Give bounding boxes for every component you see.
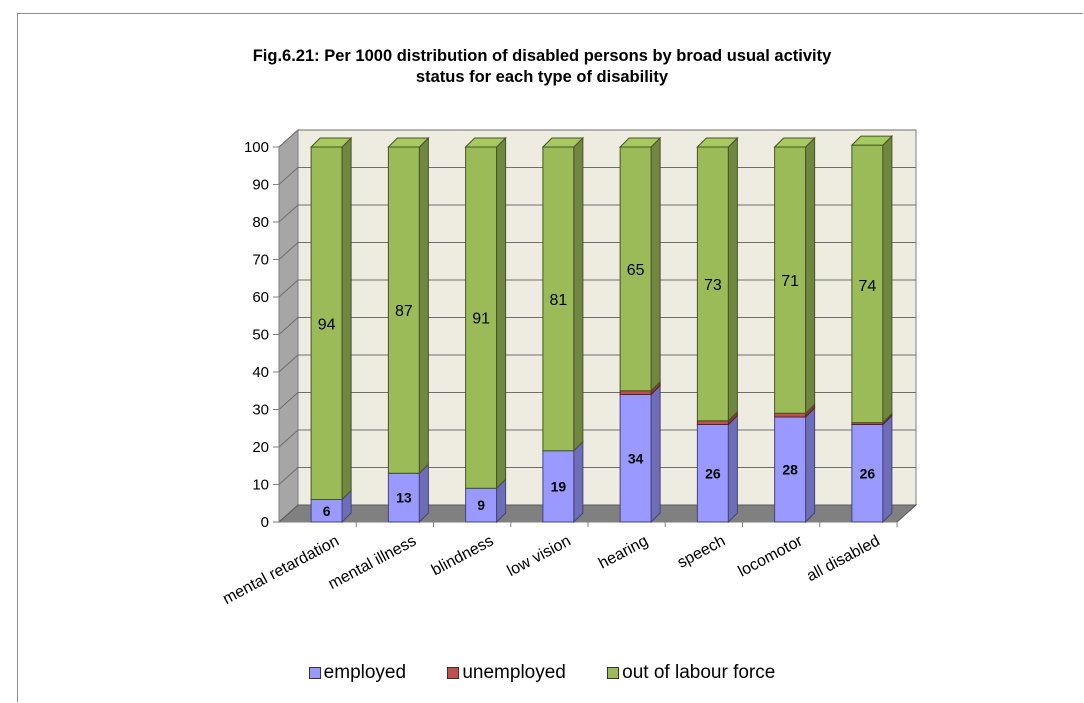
bar-side-employed [418, 463, 429, 524]
data-label-employed: 34 [628, 450, 644, 466]
legend-swatch-employed [308, 667, 321, 679]
bar-5: 26 73 [696, 136, 739, 524]
bar-1: 13 87 [387, 136, 430, 524]
legend-swatch-out-of-labour-force [607, 667, 620, 679]
plot-floor [277, 504, 918, 523]
stacked-bar-chart: 0102030405060708090100694138799119813465… [220, 128, 918, 609]
legend-swatch-unemployed [447, 667, 460, 679]
bar-segment-employed [619, 394, 652, 523]
legend: employed unemployed out of labour force [0, 662, 1084, 685]
x-category-label: hearing [596, 533, 651, 573]
bar-top-cap [387, 137, 430, 148]
x-category-label: blindness [429, 533, 497, 580]
bar-side-out-of-labour-force [805, 136, 816, 415]
bar-7: 26 74 [850, 134, 894, 524]
data-label-employed: 13 [396, 490, 412, 506]
data-label-out-of-labour-force: 87 [395, 303, 413, 320]
legend-label-out-of-labour-force: out of labour force [622, 662, 776, 683]
bar-0: 6 94 [309, 136, 353, 524]
x-category-label: speech [675, 533, 729, 572]
bar-2: 9 91 [464, 136, 507, 524]
x-category-label: all disabled [804, 533, 883, 586]
data-label-out-of-labour-force: 65 [627, 262, 645, 279]
y-tick-label: 10 [252, 477, 269, 494]
y-tick-label: 20 [252, 439, 269, 456]
bar-side-out-of-labour-force [650, 136, 661, 392]
bar-side-out-of-labour-force [496, 136, 507, 490]
y-tick-label: 80 [252, 214, 269, 231]
bar-segment-out-of-labour-force [774, 146, 807, 414]
data-label-out-of-labour-force: 91 [472, 311, 490, 328]
bar-top-cap [773, 137, 816, 148]
bar-side-employed [573, 440, 584, 524]
legend-item-out-of-labour-force: out of labour force [607, 662, 775, 684]
data-label-employed: 9 [477, 497, 485, 513]
data-label-out-of-labour-force: 73 [704, 277, 722, 294]
x-category-label: mental retardation [220, 533, 342, 609]
bar-top-cap [309, 137, 353, 148]
chart-title: Fig.6.21: Per 1000 distribution of disab… [0, 46, 1084, 88]
y-tick-label: 30 [252, 402, 269, 419]
legend-label-unemployed: unemployed [462, 662, 566, 683]
bar-top-cap [850, 135, 894, 146]
data-label-out-of-labour-force: 71 [781, 273, 799, 290]
y-tick-label: 40 [252, 364, 269, 381]
x-category-label: mental illness [326, 533, 420, 594]
bar-side-out-of-labour-force [418, 136, 429, 475]
y-tick-label: 50 [252, 327, 269, 344]
bar-top-cap [696, 137, 739, 148]
bar-top-cap [618, 137, 662, 148]
data-label-out-of-labour-force: 81 [549, 292, 567, 309]
data-label-employed: 19 [551, 478, 567, 494]
bar-segment-unemployed [619, 390, 652, 395]
bar-side-out-of-labour-force [727, 136, 738, 422]
bar-side-out-of-labour-force [882, 134, 893, 424]
data-label-out-of-labour-force: 74 [858, 278, 876, 295]
bar-segment-out-of-labour-force [387, 146, 420, 474]
bar-4: 34 65 [618, 136, 662, 524]
data-label-out-of-labour-force: 94 [318, 316, 336, 333]
chart-title-line2: status for each type of disability [415, 68, 669, 86]
legend-item-employed: employed [308, 662, 407, 684]
bar-top-cap [541, 137, 585, 148]
bar-side-employed [805, 406, 816, 524]
y-tick-label: 0 [261, 514, 269, 531]
legend-label-employed: employed [323, 662, 407, 683]
data-label-employed: 26 [860, 465, 876, 481]
gridline [278, 129, 916, 148]
bar-side-employed [727, 414, 738, 524]
x-category-label: locomotor [735, 532, 806, 580]
y-tick-label: 100 [244, 139, 269, 156]
bar-top-cap [464, 137, 507, 148]
bar-segment-out-of-labour-force [619, 146, 652, 392]
bar-side-out-of-labour-force [341, 136, 352, 501]
bar-6: 28 71 [773, 136, 816, 524]
data-label-employed: 28 [782, 462, 798, 478]
bar-segment-employed [465, 487, 498, 523]
bar-side-out-of-labour-force [573, 136, 584, 452]
bar-side-employed [882, 414, 893, 524]
chart-title-line1: Fig.6.21: Per 1000 distribution of disab… [252, 47, 832, 65]
bar-segment-unemployed [774, 412, 807, 418]
data-label-employed: 6 [323, 503, 331, 519]
y-tick-label: 70 [252, 252, 269, 269]
data-label-employed: 26 [705, 465, 721, 481]
bar-segment-unemployed [696, 420, 729, 425]
y-tick-label: 60 [252, 289, 269, 306]
y-tick-label: 90 [252, 177, 269, 194]
legend-item-unemployed: unemployed [447, 662, 566, 684]
bar-side-employed [650, 384, 661, 524]
x-category-label: low vision [505, 533, 574, 581]
bar-segment-employed [774, 416, 807, 523]
